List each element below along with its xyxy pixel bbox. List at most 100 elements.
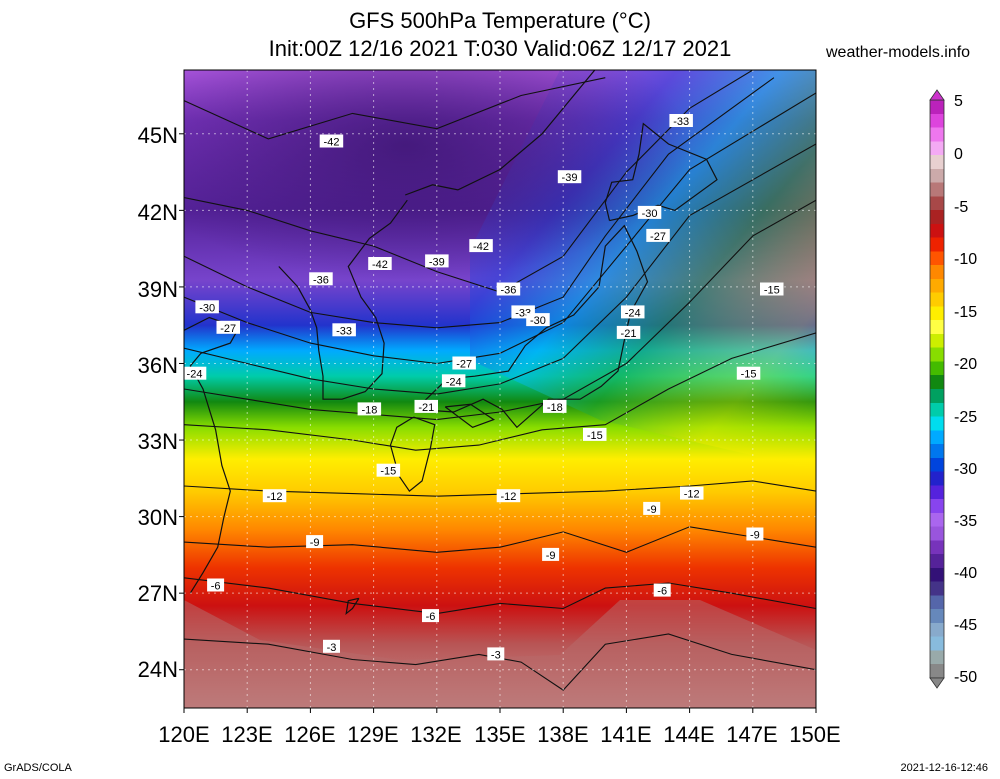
coastline — [444, 403, 496, 428]
axis-ticks — [179, 133, 817, 713]
contour-label-box — [368, 257, 392, 270]
contour-value-label: -15 — [376, 463, 401, 478]
contour-label-text: -24 — [187, 369, 203, 381]
colorbar-label: -40 — [954, 565, 978, 582]
contour-value-label: -39 — [425, 254, 449, 268]
contour-label-box — [195, 300, 219, 314]
lon-label: 138E — [537, 722, 589, 747]
lon-label: 144E — [663, 722, 715, 747]
contour-value-label: -15 — [736, 366, 761, 381]
lon-label: 129E — [347, 722, 399, 747]
contour-label-box — [414, 399, 438, 413]
colorbar-label: -15 — [954, 304, 978, 321]
contour-label-box — [184, 366, 207, 380]
coastline — [415, 224, 649, 429]
contour-label-box — [469, 239, 493, 253]
contour-label-text: -27 — [650, 231, 666, 243]
contour-label-text: -18 — [547, 402, 563, 414]
contour-value-label: -9 — [643, 501, 661, 516]
contour-value-label: -6 — [653, 583, 671, 598]
isotherm-contour — [184, 77, 606, 140]
contour-label-box — [542, 547, 560, 561]
contour-label-text: -42 — [324, 137, 340, 149]
lon-label: 141E — [600, 722, 652, 747]
contour-value-label: -18 — [543, 399, 567, 414]
colorbar-label: -30 — [954, 461, 978, 478]
contour-value-label: -6 — [422, 609, 439, 623]
contour-label-box — [746, 527, 764, 541]
contour-label-text: -15 — [764, 285, 780, 297]
contour-label-box — [487, 647, 505, 661]
lat-label: 24N — [137, 657, 178, 682]
contour-label-box — [637, 205, 662, 219]
contour-label-box — [496, 489, 521, 503]
contour-label-box — [736, 366, 761, 380]
contour-label-text: -33 — [673, 116, 689, 128]
contour-label-text: -21 — [418, 402, 434, 414]
contour-value-label: -42 — [368, 257, 392, 271]
contour-label-text: -9 — [546, 550, 556, 562]
lat-label: 45N — [137, 123, 178, 148]
colorbar-top-arrow — [929, 89, 945, 101]
warm-tongue — [184, 600, 816, 708]
contour-value-label: -18 — [357, 402, 382, 416]
contour-value-label: -27 — [452, 356, 476, 371]
contour-label-text: -6 — [211, 581, 221, 593]
contour-label-text: -24 — [625, 307, 641, 319]
contour-value-label: -15 — [583, 427, 607, 442]
contour-label-text: -9 — [310, 537, 320, 549]
contour-label-text: -39 — [429, 256, 445, 268]
lat-label: 42N — [137, 200, 178, 225]
contour-label-text: -3 — [491, 649, 501, 661]
isotherm-contour — [184, 332, 816, 451]
lat-label: 39N — [137, 277, 178, 302]
contour-value-label: -30 — [637, 205, 662, 220]
contour-label-box — [616, 325, 641, 339]
source-label: weather-models.info — [826, 44, 971, 61]
contour-label-box — [306, 535, 324, 549]
contour-label-text: -27 — [220, 323, 236, 335]
contour-label-box — [319, 134, 344, 148]
contour-label-box — [557, 170, 582, 184]
contour-label-box — [653, 583, 671, 597]
contour-label-text: -6 — [426, 611, 436, 623]
contour-label-box — [425, 254, 449, 268]
contour-label-text: -3 — [327, 642, 337, 654]
contour-label-box — [262, 489, 287, 503]
colorbar-label: 5 — [954, 93, 963, 110]
contour-labels: -42-33-39-30-27-42-39-42-36-36-30 -33-30-… — [184, 114, 784, 661]
contour-value-label: -21 — [414, 399, 438, 414]
contour-value-label: -42 — [319, 134, 344, 149]
colorbar-label: -10 — [954, 251, 978, 268]
contour-label-text: -42 — [372, 259, 388, 271]
footer-timestamp: 2021-12-16-12:46 — [900, 762, 988, 774]
contour-label-text: -27 — [456, 359, 472, 371]
colorbar — [929, 89, 945, 689]
contour-value-label: -30 — [526, 313, 550, 327]
isotherm-contour — [184, 70, 754, 293]
lat-label: 33N — [137, 429, 178, 454]
contour-value-label: -27 — [216, 320, 240, 335]
contour-label-box — [357, 402, 382, 416]
contour-label-text: -42 — [473, 241, 489, 253]
contour-label-text: -15 — [741, 369, 757, 381]
contour-label-text: -36 — [313, 274, 329, 286]
contour-value-label: -3 — [323, 639, 340, 654]
contour-label-box — [669, 114, 693, 127]
contour-label-box — [643, 501, 661, 515]
lat-label: 36N — [137, 353, 178, 378]
contour-label-text: -12 — [684, 489, 700, 501]
colorbar-label: -45 — [954, 617, 978, 634]
contour-value-label: -9 — [746, 527, 764, 542]
contour-label-box — [422, 609, 439, 623]
contour-label-box — [332, 323, 356, 337]
contour-label-text: -24 — [446, 376, 462, 388]
contour-label-box — [526, 313, 550, 327]
contour-label-text: -36 — [500, 285, 516, 297]
graticule — [184, 70, 816, 708]
contour-label-text: -15 — [587, 430, 603, 442]
contour-value-label: -9 — [542, 547, 560, 562]
contour-label-box — [583, 427, 607, 441]
lon-label: 120E — [158, 722, 210, 747]
